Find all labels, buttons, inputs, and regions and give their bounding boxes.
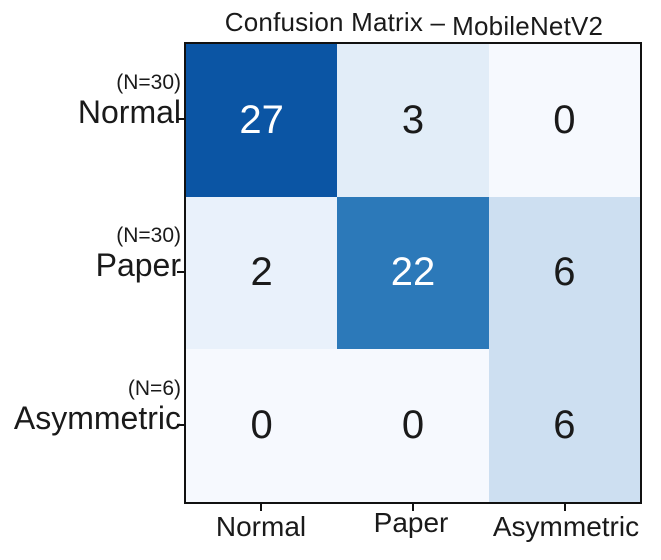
cell-asymmetric-asymmetric: 6 (488, 349, 640, 502)
chart-title: Confusion Matrix – MobileNetV2 (185, 7, 643, 41)
row-count-label: (N=30) (116, 224, 181, 247)
cell-asymmetric-normal: 0 (186, 349, 338, 502)
row-class-label: Normal (77, 94, 181, 130)
heatmap-grid: 27 3 0 2 22 6 0 0 6 (184, 42, 642, 504)
y-tick (177, 271, 185, 273)
cell-asymmetric-paper: 0 (337, 349, 489, 502)
cell-normal-paper: 3 (337, 44, 489, 197)
x-axis-label-paper: Paper (373, 507, 449, 538)
cell-normal-normal: 27 (186, 44, 338, 197)
cell-paper-asymmetric: 6 (488, 196, 640, 350)
y-tick (177, 118, 185, 120)
x-tick (564, 503, 566, 511)
cell-paper-normal: 2 (186, 196, 338, 350)
chart-title-prefix: Confusion Matrix – (224, 7, 446, 37)
x-axis-label-normal: Normal (215, 511, 307, 542)
x-tick (260, 503, 262, 511)
row-class-label: Paper (95, 247, 181, 283)
row-class-label: Asymmetric (13, 400, 181, 436)
y-axis-label-paper: (N=30) Paper (96, 224, 181, 282)
y-axis-label-asymmetric: (N=6) Asymmetric (14, 377, 181, 435)
x-axis-label-asymmetric: Asymmetric (492, 511, 640, 542)
y-tick (177, 424, 185, 426)
cell-normal-asymmetric: 0 (488, 44, 640, 197)
row-count-label: (N=6) (127, 377, 181, 400)
y-axis-label-normal: (N=30) Normal (78, 71, 181, 129)
chart-title-model: MobileNetV2 (452, 11, 604, 41)
cell-paper-paper: 22 (337, 196, 489, 350)
row-count-label: (N=30) (116, 71, 181, 94)
x-tick (412, 503, 414, 511)
